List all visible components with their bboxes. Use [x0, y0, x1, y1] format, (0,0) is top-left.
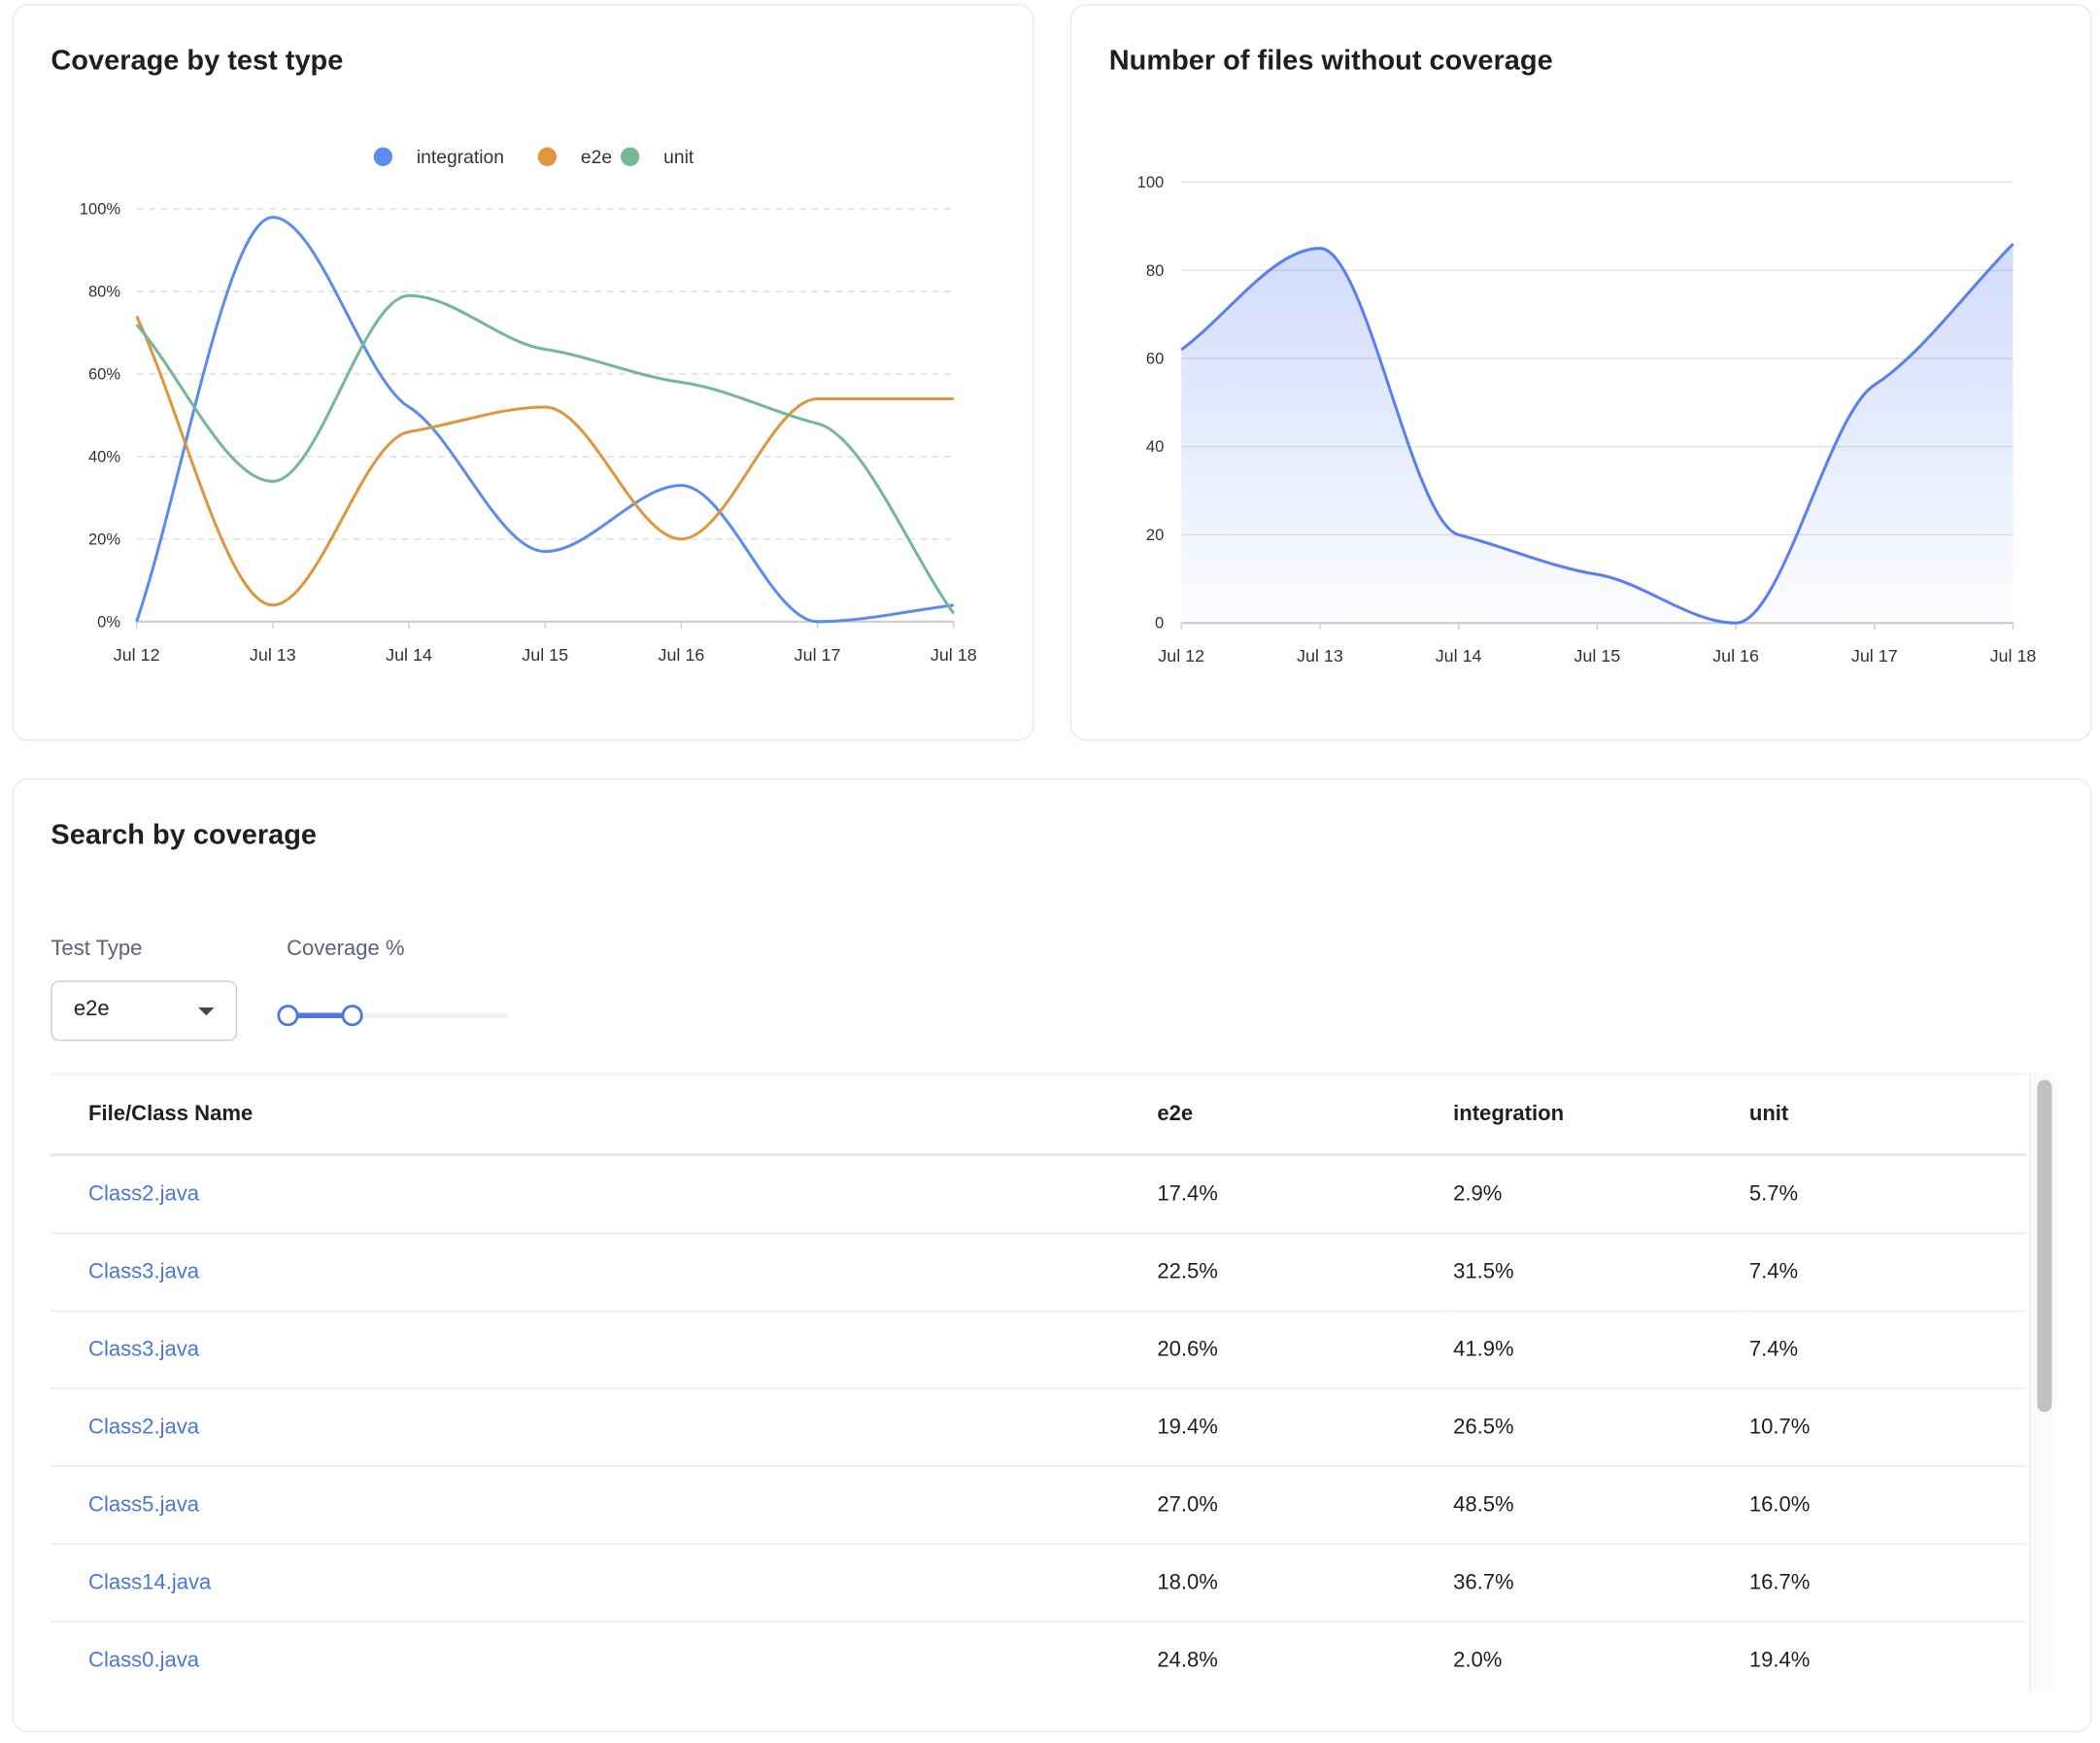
test-type-select-value: e2e	[73, 998, 110, 1021]
y-tick-label: 0%	[97, 612, 120, 631]
y-tick-label: 100	[1137, 173, 1165, 191]
y-tick-label: 0	[1155, 614, 1164, 632]
x-tick-label: Jul 14	[1436, 646, 1482, 666]
y-tick-label: 60	[1146, 350, 1164, 368]
legend-label-integration: integration	[417, 148, 504, 168]
table-row: Class14.java 18.0% 36.7% 16.7%	[51, 1544, 2027, 1623]
legend-marker-integration	[373, 147, 393, 166]
e2e-cell: 24.8%	[1155, 1622, 1452, 1692]
search-by-coverage-card: Search by coverage Test Type Coverage % …	[12, 778, 2092, 1732]
table-scrollbar[interactable]	[2029, 1073, 2056, 1692]
y-tick-label: 40%	[88, 447, 120, 465]
y-tick-label: 20	[1146, 526, 1164, 544]
unit-cell: 16.7%	[1747, 1544, 2027, 1623]
y-tick-label: 20%	[88, 530, 120, 548]
file-link[interactable]: Class2.java	[51, 1154, 1156, 1234]
table-row: Class0.java 24.8% 2.0% 19.4%	[51, 1622, 2027, 1692]
column-header-unit[interactable]: unit	[1747, 1073, 2027, 1156]
x-tick-label: Jul 15	[522, 645, 568, 665]
files-without-coverage-card: Number of files without coverage 0 20 40 60…	[1069, 4, 2092, 741]
coverage-table-container: File/Class Name e2e integration unit Cla…	[51, 1073, 2056, 1692]
unit-cell: 7.4%	[1747, 1233, 2027, 1312]
e2e-cell: 20.6%	[1155, 1311, 1452, 1389]
table-row: Class3.java 20.6% 41.9% 7.4%	[51, 1311, 2027, 1389]
e2e-cell: 19.4%	[1155, 1388, 1452, 1467]
scrollbar-thumb[interactable]	[2037, 1079, 2052, 1413]
table-row: Class3.java 22.5% 31.5% 7.4%	[51, 1233, 2027, 1312]
x-tick-label: Jul 14	[386, 645, 432, 665]
x-tick-label: Jul 16	[659, 645, 705, 665]
file-link[interactable]: Class5.java	[51, 1466, 1156, 1545]
coverage-chart-title: Coverage by test type	[51, 45, 344, 77]
legend-label-e2e: e2e	[581, 148, 612, 168]
column-header-e2e[interactable]: e2e	[1155, 1073, 1452, 1156]
x-tick-label: Jul 16	[1712, 646, 1759, 666]
table-header-row: File/Class Name e2e integration unit	[51, 1073, 2027, 1156]
x-tick-label: Jul 18	[931, 645, 977, 665]
e2e-cell: 17.4%	[1155, 1154, 1452, 1234]
test-type-select[interactable]: e2e	[51, 980, 238, 1042]
unit-cell: 19.4%	[1747, 1622, 2027, 1692]
integration-cell: 48.5%	[1451, 1466, 1748, 1545]
file-link[interactable]: Class14.java	[51, 1544, 1156, 1623]
series-line-e2e	[135, 315, 954, 607]
integration-cell: 36.7%	[1451, 1544, 1748, 1623]
files-chart-title: Number of files without coverage	[1108, 45, 1553, 77]
table-row: Class2.java 19.4% 26.5% 10.7%	[51, 1388, 2027, 1467]
x-tick-label: Jul 13	[1297, 646, 1343, 666]
integration-cell: 26.5%	[1451, 1388, 1748, 1467]
coverage-line-chart: 0% 20% 40% 60% 80% 100% Jul 12 Jul 13 Jul 14 Jul …	[80, 147, 977, 665]
y-tick-label: 60%	[88, 365, 120, 384]
slider-track[interactable]	[277, 1012, 508, 1018]
search-title: Search by coverage	[51, 819, 318, 851]
y-tick-label: 40	[1146, 437, 1164, 456]
x-tick-label: Jul 18	[1990, 646, 2037, 666]
file-link[interactable]: Class2.java	[51, 1388, 1156, 1467]
coverage-label: Coverage %	[287, 938, 405, 961]
table-row: Class5.java 27.0% 48.5% 16.0%	[51, 1466, 2027, 1545]
unit-cell: 16.0%	[1747, 1466, 2027, 1545]
integration-cell: 2.9%	[1451, 1154, 1748, 1234]
series-line-unit	[135, 293, 956, 615]
x-tick-label: Jul 13	[250, 645, 296, 665]
file-link[interactable]: Class3.java	[51, 1233, 1156, 1312]
legend-marker-e2e	[537, 147, 558, 166]
coverage-range-slider[interactable]	[277, 1001, 508, 1030]
y-tick-label: 100%	[80, 200, 121, 219]
files-area-chart: 0 20 40 60 80 100 Jul 12 Jul 13 Jul 14 Jul 15 Jul …	[1137, 173, 2037, 666]
file-link[interactable]: Class3.java	[51, 1311, 1156, 1389]
unit-cell: 10.7%	[1747, 1388, 2027, 1467]
column-header-integration[interactable]: integration	[1451, 1073, 1748, 1156]
e2e-cell: 27.0%	[1155, 1466, 1452, 1545]
unit-cell: 5.7%	[1747, 1154, 2027, 1234]
y-tick-label: 80%	[88, 283, 120, 301]
legend-marker-unit	[620, 147, 640, 166]
integration-cell: 41.9%	[1451, 1311, 1748, 1389]
integration-cell: 31.5%	[1451, 1233, 1748, 1312]
x-tick-label: Jul 12	[1158, 646, 1204, 666]
coverage-by-test-type-card: Coverage by test type 0% 20% 40% 60% 80% 100%…	[12, 4, 1034, 741]
e2e-cell: 18.0%	[1155, 1544, 1452, 1623]
integration-cell: 2.0%	[1451, 1622, 1748, 1692]
table-row: Class2.java 17.4% 2.9% 5.7%	[51, 1154, 2027, 1234]
file-link[interactable]: Class0.java	[51, 1622, 1156, 1692]
x-tick-label: Jul 17	[1851, 646, 1898, 666]
series-line-files	[1180, 242, 2015, 625]
x-tick-label: Jul 12	[114, 645, 160, 665]
legend-label-unit: unit	[663, 148, 694, 168]
x-tick-label: Jul 15	[1574, 646, 1620, 666]
unit-cell: 7.4%	[1747, 1311, 2027, 1389]
y-tick-label: 80	[1146, 261, 1164, 280]
area-fill	[1181, 244, 2014, 624]
column-header-file[interactable]: File/Class Name	[51, 1073, 1156, 1156]
test-type-label: Test Type	[51, 938, 143, 961]
e2e-cell: 22.5%	[1155, 1233, 1452, 1312]
x-tick-label: Jul 17	[795, 645, 841, 665]
coverage-table: File/Class Name e2e integration unit Cla…	[51, 1073, 2027, 1692]
slider-selected-range	[287, 1012, 352, 1018]
slider-min-handle[interactable]	[277, 1005, 299, 1027]
slider-max-handle[interactable]	[341, 1005, 363, 1027]
caret-down-icon	[198, 1007, 215, 1016]
series-line-integration	[135, 216, 954, 624]
